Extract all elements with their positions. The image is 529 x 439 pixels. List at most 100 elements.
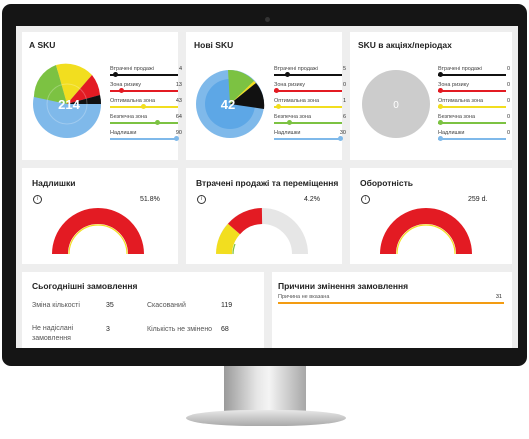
card-title: SKU в акціях/періодах <box>358 40 452 50</box>
legend-bar <box>274 106 342 108</box>
legend-value: 90 <box>175 130 182 136</box>
legend-marker <box>140 104 146 109</box>
legend-item[interactable]: Надлишки 30 <box>274 130 346 146</box>
legend-label: Зона ризику <box>438 82 469 88</box>
order-label[interactable]: Кількість не змінено <box>147 326 213 333</box>
sku-legend: Втрачені продажі 4 Зона ризику 13 Оптимальна… <box>110 66 182 146</box>
segment-lost[interactable] <box>67 95 102 104</box>
legend-value: 43 <box>175 98 182 104</box>
segment-empty[interactable] <box>362 70 430 138</box>
reason-bar <box>278 302 504 304</box>
legend-marker <box>438 120 443 125</box>
legend-item[interactable]: Зона ризику 0 <box>438 82 510 98</box>
card-title: Нові SKU <box>194 40 234 50</box>
legend-item[interactable]: Безпечна зона 0 <box>438 114 510 130</box>
legend-bar <box>274 138 342 140</box>
legend-item[interactable]: Оптимальна зона 0 <box>438 98 510 114</box>
legend-item[interactable]: Втрачені продажі 4 <box>110 66 182 82</box>
order-value: 35 <box>106 302 114 309</box>
sku-card-promo[interactable]: SKU в акціях/періодах 0 Втрачені продажі… <box>350 32 512 160</box>
todays-orders-card[interactable]: Сьогоднішні замовлення Зміна кількості 3… <box>22 272 264 348</box>
gauge-card-surplus[interactable]: Надлишки i 51.8% <box>22 168 178 264</box>
reasons-title: Причини змінення замовлення <box>278 281 409 291</box>
legend-label: Втрачені продажі <box>110 66 154 72</box>
legend-value: 30 <box>339 130 346 136</box>
order-label[interactable]: Не надіслані замовлення <box>32 325 74 342</box>
legend-label: Безпечна зона <box>110 114 148 120</box>
legend-bar <box>274 122 342 124</box>
legend-marker <box>338 136 343 141</box>
legend-bar <box>110 90 178 92</box>
legend-marker <box>118 88 124 93</box>
legend-item[interactable]: Зона ризику 13 <box>110 82 182 98</box>
legend-label: Надлишки <box>274 130 301 136</box>
info-icon[interactable]: i <box>197 195 206 204</box>
gauge-title: Надлишки <box>32 178 76 188</box>
legend-value: 0 <box>506 114 510 120</box>
segment-safe[interactable] <box>228 69 254 104</box>
sku-donut-chart[interactable]: 42 <box>192 57 270 139</box>
legend-bar <box>438 90 506 92</box>
order-value: 68 <box>221 326 229 333</box>
legend-item[interactable]: Оптимальна зона 1 <box>274 98 346 114</box>
legend-item[interactable]: Оптимальна зона 43 <box>110 98 182 114</box>
legend-item[interactable]: Надлишки 0 <box>438 130 510 146</box>
order-change-reasons-card[interactable]: Причини змінення замовлення Причина не в… <box>272 272 512 348</box>
legend-label: Безпечна зона <box>438 114 476 120</box>
reason-row[interactable]: Причина не вказана 31 <box>278 294 504 306</box>
gauge-card-turnover[interactable]: Оборотність i 259 d. <box>350 168 512 264</box>
legend-marker <box>286 120 292 125</box>
legend-item[interactable]: Втрачені продажі 0 <box>438 66 510 82</box>
segment-optimal[interactable] <box>56 63 92 104</box>
legend-marker <box>113 72 119 77</box>
legend-value: 1 <box>342 98 346 104</box>
legend-item[interactable]: Втрачені продажі 5 <box>274 66 346 82</box>
legend-bar <box>274 74 342 76</box>
legend-label: Втрачені продажі <box>438 66 482 72</box>
segment-optimal[interactable] <box>230 81 256 104</box>
monitor-frame: А SKU 214 Втрачені продажі 4 Зона ризику 13… <box>2 4 527 366</box>
legend-item[interactable]: Зона ризику 0 <box>274 82 346 98</box>
info-icon[interactable]: i <box>33 195 42 204</box>
segment-safe[interactable] <box>33 65 67 104</box>
legend-label: Надлишки <box>438 130 465 136</box>
gauge-title: Оборотність <box>360 178 414 188</box>
sku-legend: Втрачені продажі 5 Зона ризику 0 Оптимальна … <box>274 66 346 146</box>
sku-card-new[interactable]: Нові SKU 42 Втрачені продажі 5 Зона ризику… <box>186 32 346 160</box>
legend-bar <box>110 74 178 76</box>
sku-donut-chart[interactable]: 214 <box>28 57 106 139</box>
sku-total: 0 <box>393 100 399 111</box>
legend-value: 0 <box>506 82 510 88</box>
legend-label: Втрачені продажі <box>274 66 318 72</box>
segment-risk[interactable] <box>67 75 100 104</box>
legend-marker <box>438 72 443 77</box>
segment-lost[interactable] <box>230 83 265 109</box>
sku-total: 214 <box>58 97 80 112</box>
legend-value: 0 <box>342 82 346 88</box>
sku-donut-chart[interactable]: 0 <box>358 57 436 139</box>
legend-bar <box>110 138 178 140</box>
gauge <box>380 208 472 255</box>
legend-marker <box>438 136 443 141</box>
order-label[interactable]: Зміна кількості <box>32 302 80 309</box>
legend-item[interactable]: Безпечна зона 64 <box>110 114 182 130</box>
order-label[interactable]: Скасований <box>147 302 186 309</box>
legend-marker <box>438 104 443 109</box>
gauge-card-lost-sales[interactable]: Втрачені продажі та переміщення i 4.2% <box>186 168 342 264</box>
webcam-dot <box>265 17 270 22</box>
legend-item[interactable]: Надлишки 90 <box>110 130 182 146</box>
gauge-value: 259 d. <box>468 196 488 203</box>
order-value: 3 <box>106 326 110 333</box>
legend-marker <box>155 120 161 125</box>
monitor-stand-base <box>186 410 346 426</box>
legend-bar <box>438 138 506 140</box>
legend-label: Надлишки <box>110 130 137 136</box>
legend-label: Оптимальна зона <box>438 98 484 104</box>
legend-value: 0 <box>506 66 510 72</box>
sku-card-a[interactable]: А SKU 214 Втрачені продажі 4 Зона ризику 13… <box>22 32 182 160</box>
legend-item[interactable]: Безпечна зона 6 <box>274 114 346 130</box>
legend-value: 4 <box>178 66 182 72</box>
gauge-value: 51.8% <box>140 196 160 203</box>
info-icon[interactable]: i <box>361 195 370 204</box>
legend-label: Зона ризику <box>110 82 141 88</box>
